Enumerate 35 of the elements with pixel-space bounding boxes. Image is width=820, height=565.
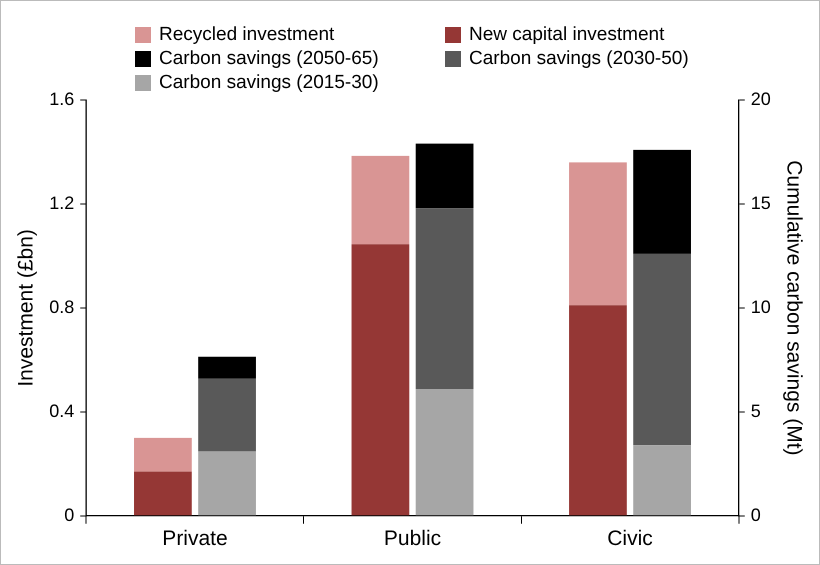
bar xyxy=(198,356,256,379)
y-tick-label: 0.8 xyxy=(49,296,74,317)
bar xyxy=(416,144,474,208)
legend-label: Recycled investment xyxy=(159,24,334,46)
legend-label: Carbon savings (2030-50) xyxy=(469,48,689,70)
x-tick-label: Public xyxy=(384,527,442,550)
y2-tick-label: 5 xyxy=(750,400,761,421)
bar xyxy=(198,378,256,452)
legend-label: New capital investment xyxy=(469,24,664,46)
y2-tick-label: 15 xyxy=(750,192,771,213)
y-tick-label: 1.6 xyxy=(49,88,74,109)
y2-tick-label: 0 xyxy=(750,504,761,525)
bar xyxy=(569,162,627,306)
y-axis-title: Investment (£bn) xyxy=(14,229,38,387)
bar xyxy=(198,451,256,516)
x-tick-label: Private xyxy=(162,527,228,550)
bar xyxy=(633,445,691,516)
y-tick-label: 1.2 xyxy=(49,192,74,213)
bar xyxy=(416,388,474,516)
y-tick-label: 0 xyxy=(64,504,74,525)
bar xyxy=(352,244,410,516)
y2-tick-label: 20 xyxy=(750,88,771,109)
bar xyxy=(416,208,474,389)
bar xyxy=(569,305,627,516)
legend-label: Carbon savings (2050-65) xyxy=(159,48,379,70)
bar xyxy=(633,150,691,254)
bar xyxy=(134,438,192,472)
bar xyxy=(134,472,192,516)
bar xyxy=(352,156,410,244)
bar xyxy=(633,254,691,446)
x-tick-label: Civic xyxy=(607,527,653,550)
y-tick-label: 0.4 xyxy=(49,400,74,421)
y2-tick-label: 10 xyxy=(750,296,771,317)
legend-label: Carbon savings (2015-30) xyxy=(159,72,379,94)
y2-axis-title: Cumulative carbon savings (Mt) xyxy=(782,160,806,456)
